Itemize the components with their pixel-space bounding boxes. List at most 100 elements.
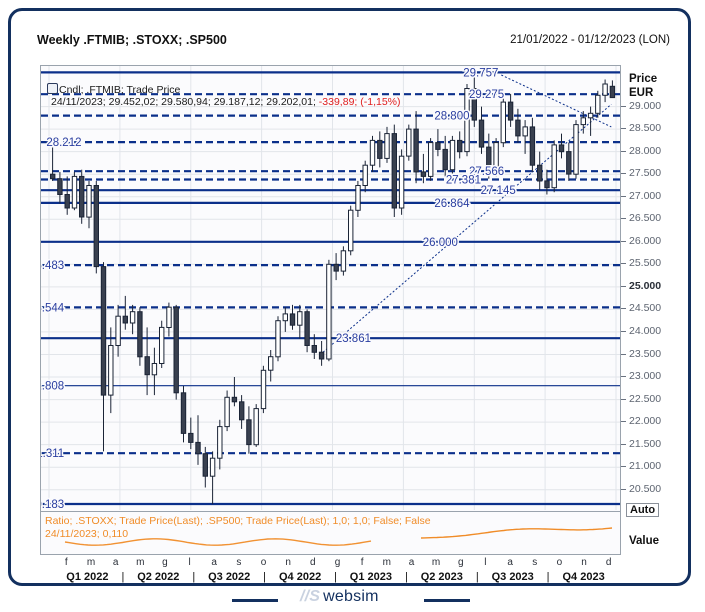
- month-tick-label: s: [532, 557, 538, 568]
- month-tick-label: m: [86, 557, 96, 568]
- annotation-label: 27.566: [469, 166, 504, 178]
- price-tick-mark: [621, 285, 626, 287]
- price-tick-label: 28.000: [629, 144, 662, 157]
- price-tick-mark: [621, 150, 626, 152]
- price-tick-label: 29.000: [629, 99, 662, 112]
- chart-header: Weekly .FTMIB; .STOXX; .SP500 21/01/2022…: [37, 33, 670, 51]
- time-axis[interactable]: f m a m g l a s o n d g f m a m g l a s o n d Q1 2022 | Q2 2022 | Q…: [40, 555, 621, 589]
- ohlc-values: 24/11/2023; 29.452,02; 29.580,94; 29.187…: [51, 96, 316, 108]
- quarter-separator: |: [334, 571, 337, 583]
- month-tick-label: l: [188, 557, 191, 568]
- month-tick-label: d: [605, 557, 612, 568]
- app-window: Weekly .FTMIB; .STOXX; .SP500 21/01/2022…: [8, 8, 691, 586]
- quarter-separator: |: [404, 571, 408, 583]
- quarter-tick-label: Q2 2022: [137, 571, 180, 583]
- price-tick-label: 21.500: [629, 437, 662, 450]
- month-tick-label: d: [310, 557, 316, 568]
- month-tick-label: s: [236, 557, 242, 568]
- price-axis[interactable]: Price EUR Auto Value 29.000 28.500 28.000 2…: [621, 65, 677, 547]
- price-tick-label: 27.500: [629, 167, 662, 180]
- month-tick-label: g: [334, 557, 341, 568]
- price-tick-label: 23.000: [629, 370, 662, 382]
- price-tick-mark: [621, 308, 626, 310]
- price-tick-label: 21.000: [629, 460, 662, 473]
- month-tick-label: n: [285, 557, 291, 568]
- ratio-value-readout: 24/11/2023; 0,110: [45, 528, 129, 540]
- price-tick-mark: [621, 330, 626, 332]
- price-tick-mark: [621, 263, 626, 265]
- chart-area: 29.757 29.275 28.800 28.212 27.566 27.381 27.1…: [40, 65, 677, 555]
- price-tick-mark: [621, 105, 626, 107]
- date-range-label: 21/01/2022 - 01/12/2023 (LON): [510, 34, 670, 46]
- price-tick-mark: [621, 353, 626, 355]
- month-tick-label: g: [458, 557, 464, 568]
- ohlc-readout: 24/11/2023; 29.452,02; 29.580,94; 29.187…: [51, 96, 401, 108]
- price-tick-label: 22.000: [629, 415, 662, 428]
- auto-scale-button[interactable]: Auto: [626, 503, 660, 517]
- price-axis-title: Price: [629, 73, 658, 85]
- month-tick-label: f: [360, 557, 364, 568]
- annotation-label: 29.757: [463, 67, 498, 79]
- annotation-label: 29.275: [469, 89, 504, 101]
- price-tick-mark: [621, 173, 626, 175]
- month-tick-label: m: [431, 557, 441, 568]
- price-tick-label: 27.000: [629, 189, 662, 202]
- page-title: Weekly .FTMIB; .STOXX; .SP500: [37, 33, 227, 47]
- month-tick-label: l: [484, 557, 487, 568]
- series-legend-label: Cndl; .FTMIB; Trade Price: [59, 84, 181, 96]
- value-axis-title: Value: [629, 535, 660, 547]
- month-tick-label: f: [64, 557, 68, 568]
- candlestick-series: [50, 72, 616, 505]
- price-tick-label: 26.000: [629, 234, 662, 247]
- annotation-label: 28.212: [46, 137, 81, 149]
- annotation-label: 27.381: [446, 175, 481, 187]
- quarter-tick-label: Q4 2022: [278, 571, 322, 583]
- quarter-tick-label: Q3 2022: [208, 571, 251, 583]
- price-tick-mark: [621, 398, 626, 400]
- quarter-separator: |: [475, 571, 479, 583]
- price-tick-mark: [621, 240, 626, 242]
- ratio-legend-label: Ratio; .STOXX; Trade Price(Last); .SP500…: [45, 515, 431, 527]
- footer: //S websim: [0, 586, 705, 612]
- month-tick-label: g: [162, 557, 168, 568]
- price-tick-label: 25.500: [629, 257, 662, 270]
- annotation-label: 23.861: [336, 333, 371, 345]
- quarter-tick-label: Q2 2023: [420, 571, 463, 583]
- month-tick-label: n: [581, 557, 587, 568]
- price-tick-mark: [621, 443, 626, 445]
- quarter-tick-label: Q3 2023: [491, 571, 534, 583]
- footer-rule-right: [424, 599, 470, 602]
- annotation-label: 27.145: [481, 185, 516, 197]
- expand-icon[interactable]: [47, 83, 58, 94]
- ohlc-change: -339,89; (-1,15%): [318, 96, 401, 108]
- annotation-label: 21.311: [41, 448, 64, 460]
- annotation-label: 26.864: [434, 198, 470, 210]
- series-legend: Cndl; .FTMIB; Trade Price: [47, 82, 180, 96]
- price-tick-mark: [621, 488, 626, 490]
- annotation-label: 24.544: [41, 302, 65, 314]
- price-tick-mark: [621, 195, 626, 197]
- quarter-tick-label: Q1 2022: [66, 571, 109, 583]
- price-tick-label: 24.000: [629, 324, 662, 337]
- month-tick-label: a: [507, 557, 513, 568]
- quarter-separator: |: [192, 571, 196, 583]
- quarter-tick-label: Q4 2023: [562, 571, 605, 583]
- month-tick-label: o: [556, 557, 563, 568]
- price-tick-label: 26.500: [629, 212, 662, 225]
- logo-text: websim: [323, 588, 379, 605]
- ratio-pane[interactable]: Ratio; .STOXX; Trade Price(Last); .SP500…: [40, 511, 621, 555]
- price-tick-mark: [621, 128, 626, 130]
- annotation-label: 22.808: [41, 381, 64, 393]
- quarter-separator: |: [121, 571, 125, 583]
- quarter-tick-label: Q1 2023: [349, 571, 392, 583]
- footer-rule-left: [232, 599, 278, 602]
- quarter-separator: |: [546, 571, 550, 583]
- month-tick-label: m: [136, 557, 145, 568]
- month-tick-label: a: [211, 557, 217, 568]
- price-pane[interactable]: 29.757 29.275 28.800 28.212 27.566 27.381 27.1…: [40, 65, 621, 511]
- price-tick-label: 28.500: [629, 122, 662, 135]
- price-tick-label: 23.500: [629, 347, 662, 360]
- price-tick-label: 25.000: [629, 279, 662, 292]
